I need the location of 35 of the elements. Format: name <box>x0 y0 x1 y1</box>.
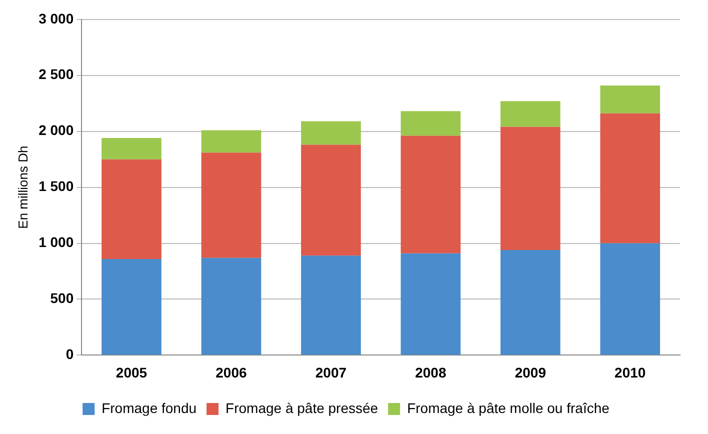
bar <box>400 111 461 136</box>
y-tick-label: 500 <box>50 290 74 306</box>
bar <box>102 138 162 160</box>
y-tick-label: 2 000 <box>38 122 74 138</box>
bar <box>600 85 660 114</box>
bar <box>400 253 461 355</box>
x-tick-label: 2010 <box>614 364 646 380</box>
x-tick-label: 2005 <box>116 364 148 380</box>
y-tick-label: 2 500 <box>38 66 74 82</box>
bar <box>201 258 262 355</box>
bar <box>102 258 162 355</box>
bar <box>500 126 560 250</box>
bar <box>301 121 361 145</box>
bar <box>102 159 162 259</box>
y-tick-label: 1 000 <box>38 234 74 250</box>
bar <box>600 113 660 244</box>
bar <box>301 144 361 256</box>
legend-label: Fromage à pâte molle ou fraîche <box>407 400 610 416</box>
legend-label: Fromage à pâte pressée <box>226 400 378 416</box>
y-tick-label: 3 000 <box>38 10 74 26</box>
x-tick-label: 2008 <box>415 364 446 380</box>
bar <box>301 256 361 355</box>
x-tick-label: 2009 <box>514 364 546 380</box>
y-axis-title: En millions Dh <box>15 146 30 229</box>
y-tick-label: 0 <box>66 346 74 362</box>
legend-label: Fromage fondu <box>102 400 197 416</box>
x-tick-label: 2007 <box>315 364 347 380</box>
y-tick-label: 1 500 <box>38 178 74 194</box>
bar <box>400 136 461 254</box>
bar <box>201 152 262 258</box>
bar <box>500 250 560 355</box>
bar <box>600 243 660 355</box>
bar <box>201 130 262 153</box>
bar <box>500 101 560 127</box>
x-tick-label: 2006 <box>216 364 248 380</box>
